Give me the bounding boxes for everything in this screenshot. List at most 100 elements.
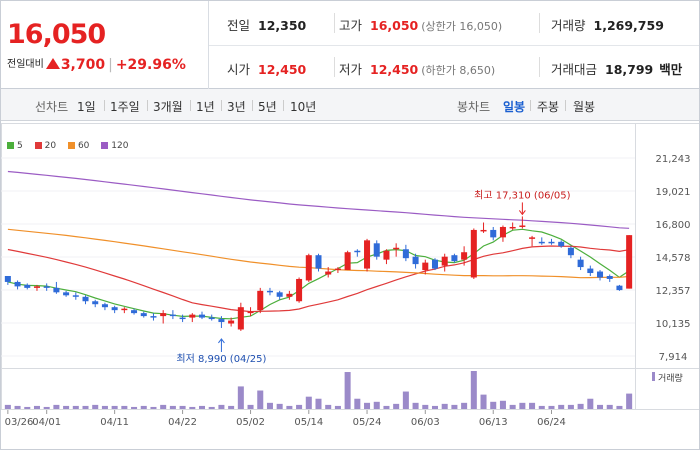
candle-body bbox=[24, 284, 31, 288]
volume-bar bbox=[257, 390, 264, 409]
candle-body bbox=[538, 241, 545, 244]
candle-body bbox=[548, 241, 555, 244]
volume-bar bbox=[509, 404, 516, 409]
change-line: 전일대비 3,700 | +29.96% bbox=[7, 55, 186, 73]
high-marker-arrowhead bbox=[518, 210, 526, 216]
candle-body bbox=[587, 268, 594, 274]
upper-limit-note: (상한가 16,050) bbox=[421, 20, 503, 33]
volume-bar bbox=[412, 402, 419, 409]
volume-bar bbox=[150, 406, 157, 409]
volume-bar bbox=[616, 405, 623, 409]
volume-bar bbox=[131, 406, 138, 409]
candle-body bbox=[519, 225, 526, 227]
period-5y[interactable]: 5년 bbox=[258, 100, 277, 114]
change-label: 전일대비 bbox=[7, 59, 44, 70]
candle-body bbox=[558, 241, 565, 247]
quote-summary: 16,050 전일대비 3,700 | +29.96% 전일 12,350 고가 16,0… bbox=[1, 1, 699, 89]
high-value: 16,050 bbox=[370, 18, 419, 33]
volume-bar bbox=[237, 386, 244, 409]
divider bbox=[334, 13, 335, 33]
volume-label: 거래량 bbox=[658, 372, 683, 384]
candle-body bbox=[480, 229, 487, 232]
candle-body bbox=[354, 250, 361, 253]
volume-bar bbox=[286, 405, 293, 409]
low-value: 12,450 bbox=[370, 62, 419, 77]
volume-bar bbox=[422, 404, 429, 409]
volume-bar bbox=[121, 405, 128, 409]
legend-item-ma60: 60 bbox=[67, 141, 89, 151]
volume-bar bbox=[626, 393, 633, 409]
volume-bar bbox=[383, 405, 390, 409]
volume-bar bbox=[470, 371, 477, 409]
candle-body bbox=[305, 255, 312, 281]
candle-body bbox=[597, 271, 604, 278]
high-cell: 고가 16,050 (상한가 16,050) bbox=[339, 1, 502, 45]
volume-bar bbox=[4, 404, 11, 409]
y-tick-label: 12,357 bbox=[656, 286, 691, 297]
candle-daily[interactable]: 일봉 bbox=[503, 100, 526, 114]
candle-body bbox=[470, 229, 477, 278]
y-tick-label: 16,800 bbox=[656, 220, 691, 231]
period-3y[interactable]: 3년 bbox=[227, 100, 246, 114]
volume-bar bbox=[587, 398, 594, 409]
prev-close-cell: 전일 12,350 bbox=[227, 1, 306, 45]
candle-body bbox=[140, 313, 147, 317]
candle-body bbox=[160, 313, 167, 317]
volume-bar bbox=[548, 405, 555, 409]
open-cell: 시가 12,450 bbox=[227, 45, 306, 89]
high-label: 고가 bbox=[339, 18, 363, 33]
quote-grid: 전일 12,350 고가 16,050 (상한가 16,050) 거래량 1,269,7… bbox=[209, 1, 699, 89]
candle-body bbox=[92, 301, 99, 305]
candle-body bbox=[179, 317, 186, 320]
divider bbox=[190, 100, 191, 111]
candle-body bbox=[286, 293, 293, 297]
candle-body bbox=[14, 281, 21, 287]
candle-body bbox=[101, 304, 108, 308]
prev-close-label: 전일 bbox=[227, 18, 251, 33]
volume-bar bbox=[53, 404, 60, 409]
candle-body bbox=[237, 307, 244, 330]
period-1w[interactable]: 1주일 bbox=[110, 100, 140, 114]
divider bbox=[334, 57, 335, 77]
candle-body bbox=[228, 320, 235, 324]
candle-body bbox=[334, 268, 341, 271]
period-3m[interactable]: 3개월 bbox=[153, 100, 183, 114]
volume-bar bbox=[296, 404, 303, 409]
y-tick-label: 21,243 bbox=[656, 154, 691, 165]
x-tick-label: 04/22 bbox=[168, 417, 197, 428]
period-10y[interactable]: 10년 bbox=[290, 100, 317, 114]
trade-value-label: 거래대금 bbox=[551, 62, 598, 77]
period-bar: 선차트 1일 1주일 3개월 1년 3년 5년 10년 봉차트 일봉 주봉 월봉 bbox=[1, 89, 699, 121]
change-divider: | bbox=[108, 57, 113, 73]
candle-body bbox=[383, 250, 390, 260]
volume-bar bbox=[276, 403, 283, 409]
legend-swatch bbox=[67, 142, 75, 149]
volume-bar bbox=[558, 404, 565, 409]
candle-body bbox=[431, 259, 439, 269]
x-tick-label: 05/14 bbox=[294, 417, 323, 428]
x-tick-label: 06/03 bbox=[411, 417, 440, 428]
volume-bar bbox=[33, 405, 40, 409]
divider bbox=[283, 100, 284, 111]
low-cell: 저가 12,450 (하한가 8,650) bbox=[339, 45, 495, 89]
y-tick-label: 10,135 bbox=[656, 319, 691, 330]
candle-monthly[interactable]: 월봉 bbox=[573, 100, 596, 114]
trade-value-unit: 백만 bbox=[659, 62, 683, 77]
candle-body bbox=[529, 237, 536, 239]
open-label: 시가 bbox=[227, 62, 251, 77]
candle-body bbox=[63, 292, 70, 296]
period-1d[interactable]: 1일 bbox=[77, 100, 96, 114]
candle-body bbox=[509, 226, 516, 229]
period-1y[interactable]: 1년 bbox=[196, 100, 215, 114]
open-value: 12,450 bbox=[258, 62, 307, 77]
candle-body bbox=[53, 287, 60, 293]
candle-body bbox=[169, 314, 176, 317]
volume-bar bbox=[451, 404, 458, 409]
candle-weekly[interactable]: 주봉 bbox=[537, 100, 560, 114]
candle-body bbox=[451, 255, 458, 262]
volume-bar bbox=[519, 402, 526, 409]
legend-swatch bbox=[7, 142, 14, 149]
low-marker-arrowhead bbox=[218, 338, 225, 344]
candle-body bbox=[4, 275, 11, 282]
